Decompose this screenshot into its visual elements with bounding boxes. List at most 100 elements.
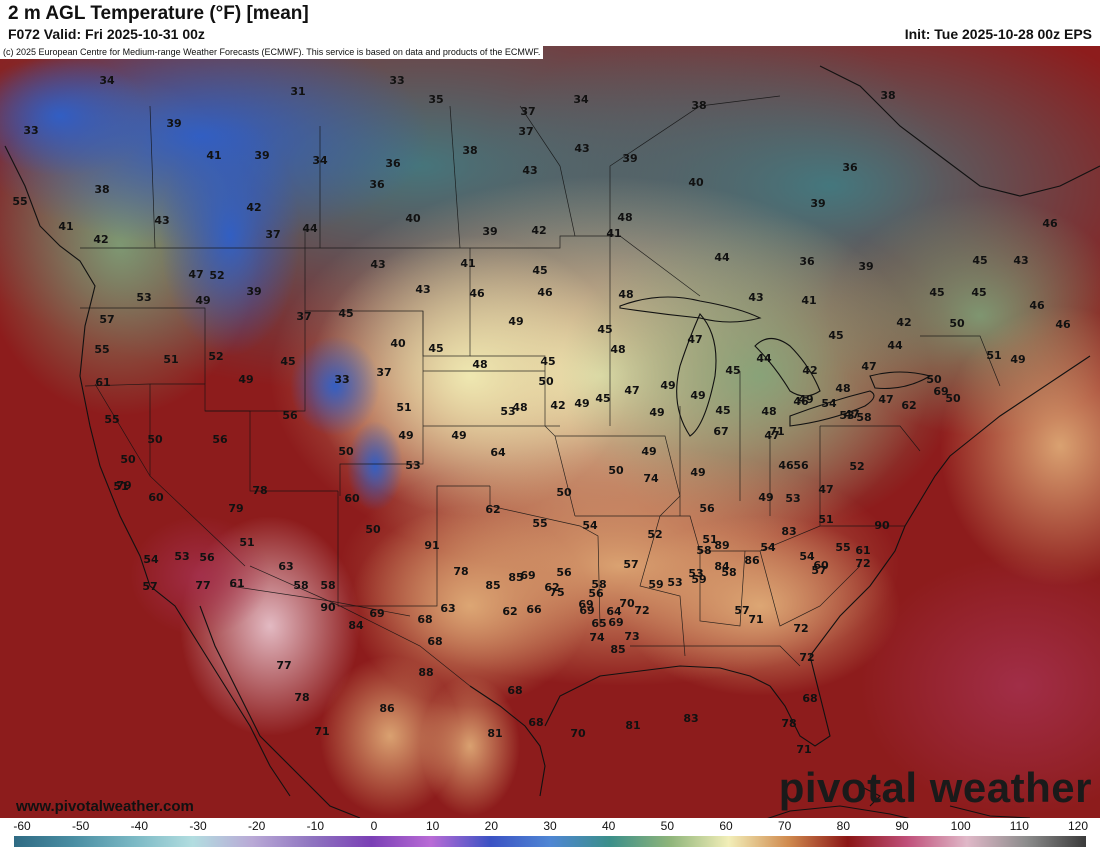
temperature-label: 53: [405, 459, 420, 472]
colorbar-tick-label: 90: [895, 819, 909, 833]
temperature-label: 58: [856, 411, 871, 424]
temperature-label: 67: [713, 425, 728, 438]
temperature-label: 31: [290, 85, 305, 98]
temperature-label: 43: [748, 291, 763, 304]
temperature-label: 51: [163, 353, 178, 366]
temperature-label: 50: [120, 453, 136, 466]
temperature-label: 48: [835, 382, 850, 395]
colorbar-tick-label: 110: [1009, 819, 1029, 833]
temperature-label: 42: [93, 233, 108, 246]
temperature-label: 39: [482, 225, 497, 238]
site-url[interactable]: www.pivotalweather.com: [16, 798, 194, 815]
temperature-label: 57: [623, 558, 638, 571]
temperature-labels: 34 33 31 35 37 34 38 38 33 39 37 41 39 34 36 43 39 36 40 38…: [12, 74, 1071, 756]
temperature-map[interactable]: 34 33 31 35 37 34 38 38 33 39 37 41 39 34 36 43 39 36 40 38…: [0, 46, 1100, 818]
temperature-label: 60: [344, 492, 360, 505]
colorbar-tick-label: 120: [1067, 819, 1089, 833]
temperature-label: 91: [424, 539, 439, 552]
temperature-label: 51: [396, 401, 411, 414]
temperature-label: 54: [821, 397, 837, 410]
temperature-label: 56: [199, 551, 215, 564]
temperature-label: 69: [369, 607, 384, 620]
temperature-label: 58: [293, 579, 308, 592]
temperature-label: 45: [725, 364, 740, 377]
temperature-label: 78: [781, 717, 796, 730]
temperature-label: 49: [690, 466, 705, 479]
temperature-label: 49: [508, 315, 523, 328]
temperature-label: 74: [589, 631, 605, 644]
temperature-label: 36: [799, 255, 815, 268]
temperature-label: 42: [896, 316, 911, 329]
valid-time: F072 Valid: Fri 2025-10-31 00z: [8, 26, 205, 42]
temperature-label: 39: [810, 197, 825, 210]
temperature-label: 49: [451, 429, 466, 442]
temperature-label: 55: [532, 517, 547, 530]
temperature-label: 78: [453, 565, 468, 578]
temperature-label: 85: [485, 579, 500, 592]
temperature-label: 47: [624, 384, 639, 397]
temperature-label: 33: [334, 373, 349, 386]
temperature-label: 43: [574, 142, 589, 155]
temperature-label: 54: [582, 519, 598, 532]
temperature-label: 86: [744, 554, 760, 567]
temperature-label: 34: [312, 154, 328, 167]
temperature-label: 56: [793, 459, 809, 472]
temperature-label: 65: [591, 617, 606, 630]
temperature-label: 61: [855, 544, 870, 557]
temperature-label: 34: [99, 74, 115, 87]
temperature-label: 56: [212, 433, 228, 446]
temperature-label: 46: [778, 459, 794, 472]
temperature-label: 54: [760, 541, 776, 554]
temperature-label: 47: [878, 393, 893, 406]
temperature-label: 46: [469, 287, 485, 300]
temperature-label: 48: [512, 401, 527, 414]
temperature-label: 53: [500, 405, 515, 418]
temperature-label: 39: [858, 260, 873, 273]
temperature-label: 63: [278, 560, 293, 573]
temperature-label: 43: [415, 283, 430, 296]
temperature-label: 72: [793, 622, 808, 635]
temperature-label: 47: [764, 429, 779, 442]
temperature-label: 40: [405, 212, 421, 225]
temperature-label: 44: [887, 339, 903, 352]
colorbar-tick-label: 40: [601, 819, 616, 833]
temperature-label: 45: [280, 355, 295, 368]
colorbar-tick-label: 100: [950, 819, 971, 833]
temperature-label: 66: [526, 603, 542, 616]
temperature-label: 37: [520, 105, 535, 118]
temperature-label: 39: [622, 152, 637, 165]
temperature-label: 56: [588, 587, 604, 600]
temperature-label: 48: [618, 288, 633, 301]
temperature-label: 74: [643, 472, 659, 485]
temperature-label: 57: [99, 313, 114, 326]
temperature-label: 38: [691, 99, 706, 112]
temperature-label: 71: [769, 425, 784, 438]
temperature-label: 58: [320, 579, 335, 592]
temperature-label: 45: [828, 329, 843, 342]
colorbar-ticks: -60 -50 -40 -30 -20 -10 0 10 20 30 40 50 60 70 80 90 100…: [0, 818, 1100, 834]
temperature-label: 55: [104, 413, 119, 426]
temperature-label: 55: [12, 195, 27, 208]
temperature-label: 48: [617, 211, 632, 224]
temperature-label: 68: [507, 684, 522, 697]
temperature-label: 38: [880, 89, 895, 102]
temperature-label: 45: [715, 404, 730, 417]
temperature-label: 41: [606, 227, 621, 240]
temperature-label: 37: [296, 310, 311, 323]
temperature-label: 44: [302, 222, 318, 235]
map-panel[interactable]: 34 33 31 35 37 34 38 38 33 39 37 41 39 34 36 43 39 36 40 38…: [0, 46, 1100, 818]
temperature-label: 72: [634, 604, 649, 617]
temperature-label: 68: [802, 692, 817, 705]
temperature-label: 41: [58, 220, 73, 233]
temperature-label: 64: [606, 605, 622, 618]
temperature-label: 77: [195, 579, 210, 592]
temperature-label: 37: [376, 366, 391, 379]
temperature-label: 40: [688, 176, 704, 189]
temperature-label: 72: [855, 557, 870, 570]
temperature-label: 54: [143, 553, 159, 566]
colorbar-tick-label: -40: [130, 819, 148, 833]
init-time: Init: Tue 2025-10-28 00z EPS: [904, 26, 1092, 42]
temperature-label: 81: [625, 719, 640, 732]
temperature-label: 35: [428, 93, 443, 106]
colorbar-tick-label: 20: [484, 819, 499, 833]
